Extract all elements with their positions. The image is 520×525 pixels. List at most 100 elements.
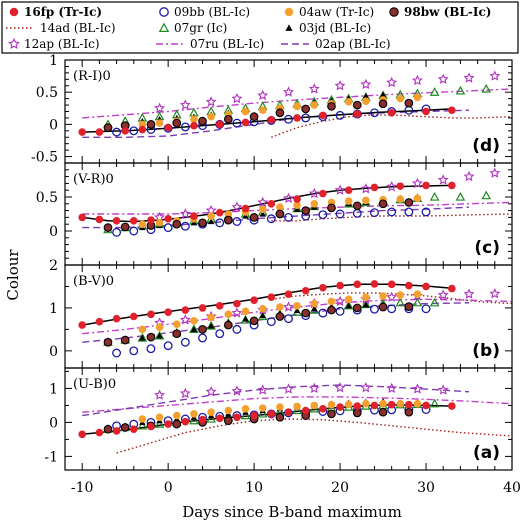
legend-entry-07ru: 07ru (BL-Ic): [156, 37, 264, 51]
point-16fp: [78, 321, 86, 329]
point-16fp: [190, 121, 198, 130]
point-09bb: [180, 122, 190, 132]
point-16fp: [448, 181, 456, 190]
series-line-02ap: [82, 206, 470, 229]
point-16fp: [129, 425, 138, 434]
point-04aw: [258, 404, 267, 412]
point-04aw: [276, 303, 284, 311]
series-line-14ad: [271, 213, 512, 222]
point-09bb: [215, 329, 225, 339]
point-04aw: [138, 325, 147, 334]
point-09bb: [421, 304, 431, 314]
point-16fp: [112, 427, 121, 435]
point-09bb: [129, 226, 139, 236]
point-98bw: [198, 325, 207, 334]
point-09bb: [284, 114, 293, 124]
point-16fp: [215, 414, 224, 423]
point-16fp: [164, 420, 172, 428]
point-04aw: [224, 310, 233, 319]
point-12ap: [154, 389, 165, 400]
series-line-02ap: [82, 384, 470, 417]
point-04aw: [241, 405, 250, 413]
series-line-07ru: [82, 396, 512, 413]
point-12ap: [386, 181, 398, 192]
point-07gr: [481, 83, 492, 93]
point-04aw: [310, 200, 319, 208]
point-09bb: [112, 348, 122, 358]
point-12ap: [463, 72, 475, 83]
point-07gr: [481, 190, 492, 200]
point-16fp: [250, 411, 258, 420]
point-04aw: [190, 316, 198, 325]
point-16fp: [422, 181, 430, 190]
point-98bw: [352, 100, 362, 110]
point-98bw: [172, 329, 182, 339]
point-04aw: [362, 293, 370, 301]
point-98bw: [275, 209, 285, 219]
panel-c-colour-label: (V-R)0: [73, 172, 114, 187]
y-tick-label: 0: [49, 415, 58, 431]
point-16fp: [422, 107, 430, 116]
point-98bw: [223, 114, 233, 124]
point-07gr: [395, 297, 406, 307]
point-12ap: [489, 70, 501, 81]
point-07gr: [154, 330, 165, 340]
point-04aw: [310, 101, 319, 109]
point-98bw: [352, 201, 362, 211]
point-07gr: [189, 415, 199, 425]
point-03jd: [362, 92, 370, 99]
fit-curve-16fp: [82, 403, 452, 436]
point-04aw: [396, 399, 405, 408]
point-09bb: [404, 207, 414, 217]
y-axis-label: Colour: [4, 249, 22, 301]
point-04aw: [413, 399, 422, 408]
point-04aw: [241, 307, 250, 316]
point-04aw: [224, 406, 233, 415]
point-16fp: [241, 118, 250, 127]
point-04aw: [155, 119, 164, 127]
point-12ap: [231, 201, 243, 212]
point-07gr: [429, 191, 440, 201]
point-12ap: [283, 86, 294, 97]
point-16fp: [78, 430, 86, 439]
point-16fp: [95, 428, 104, 437]
y-tick-label: -0.5: [31, 150, 58, 166]
legend-label-09bb: 09bb (BL-Ic): [174, 5, 250, 19]
point-16fp: [164, 308, 172, 317]
point-09bb: [266, 317, 276, 327]
x-ticks: -10 0 10 20 30 40: [71, 480, 520, 496]
legend-swatch-16fp: [9, 7, 19, 17]
legend: 16fp (Tr-Ic) 09bb (BL-Ic) 04aw (Tr-Ic) 98bw…: [1, 1, 519, 54]
point-04aw: [362, 97, 370, 105]
point-98bw: [172, 219, 182, 229]
legend-swatch-04aw: [284, 7, 294, 17]
point-12ap: [489, 167, 501, 178]
point-12ap: [179, 99, 191, 110]
panel-a-colour-label: (U-B)0: [73, 377, 116, 392]
point-16fp: [138, 125, 147, 134]
point-04aw: [155, 323, 164, 332]
point-12ap: [334, 295, 346, 307]
point-16fp: [370, 280, 379, 288]
point-12ap: [437, 73, 449, 84]
point-04aw: [155, 413, 164, 422]
point-07gr: [429, 297, 440, 307]
point-04aw: [413, 194, 422, 203]
panel-a-letter: (a): [473, 443, 500, 463]
point-16fp: [181, 417, 190, 426]
point-16fp: [422, 401, 430, 410]
point-04aw: [241, 107, 250, 116]
point-04aw: [344, 400, 353, 409]
point-04aw: [327, 297, 336, 306]
point-09bb: [232, 118, 242, 128]
legend-swatch-07gr: [158, 22, 170, 32]
legend-label-07ru: 07ru (BL-Ic): [190, 37, 264, 51]
point-16fp: [95, 128, 104, 136]
y-tick-label: 0: [49, 344, 58, 360]
legend-label-12ap: 12ap (BL-Ic): [24, 37, 100, 51]
point-98bw: [103, 123, 113, 132]
point-16fp: [267, 116, 276, 124]
y-tick-label: -1: [44, 449, 58, 465]
point-07gr: [292, 405, 302, 415]
point-16fp: [129, 312, 138, 321]
